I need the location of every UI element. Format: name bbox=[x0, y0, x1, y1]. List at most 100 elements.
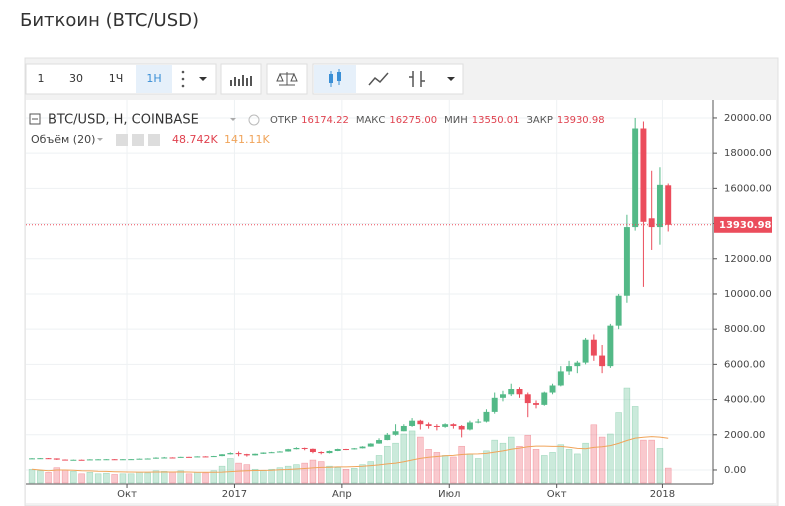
candle-body bbox=[607, 325, 614, 367]
volume-bar bbox=[549, 452, 556, 484]
volume-bar bbox=[524, 434, 531, 484]
y-tick-label: 16000.00 bbox=[724, 183, 772, 194]
volume-bar bbox=[483, 450, 490, 484]
volume-bar bbox=[590, 424, 598, 484]
volume-bar bbox=[574, 453, 581, 484]
volume-bar bbox=[210, 470, 218, 484]
candle-body bbox=[194, 456, 201, 458]
volume-bar bbox=[607, 433, 614, 484]
ohlc-value: 16275.00 bbox=[389, 115, 437, 126]
volume-bar bbox=[78, 473, 85, 484]
volume-bar bbox=[86, 472, 94, 484]
volume-bar bbox=[227, 458, 234, 484]
candle-body bbox=[442, 424, 449, 427]
candle-body bbox=[590, 339, 597, 356]
volume-bar bbox=[598, 436, 606, 484]
candle-body bbox=[384, 434, 391, 441]
menu-dot bbox=[181, 77, 185, 81]
plot: 0.00 2000.00 4000.00 6000.00 8000.00 10000.00… bbox=[26, 100, 772, 500]
legend: BTC/USD, H, COINBASE Объём (20) 48.742K … bbox=[29, 113, 270, 146]
area-icon[interactable] bbox=[368, 72, 389, 86]
page-title: Биткоин (BTC/USD) bbox=[20, 10, 199, 31]
x-tick-label: Окт bbox=[117, 489, 137, 500]
volume-bar bbox=[301, 462, 308, 484]
volume-ma-line bbox=[31, 436, 669, 473]
volume-bar bbox=[664, 467, 672, 484]
candle-body bbox=[144, 458, 151, 460]
candle-body bbox=[227, 453, 234, 455]
symbol-title: BTC/USD, H, COINBASE bbox=[48, 113, 199, 128]
candle-body bbox=[425, 424, 432, 426]
eye-icon[interactable] bbox=[116, 134, 128, 146]
volume-bar bbox=[309, 459, 317, 484]
toolbar: 1 30 1Ч 1Н bbox=[25, 63, 464, 95]
candle-body bbox=[566, 366, 573, 372]
settings-icon[interactable] bbox=[248, 114, 260, 126]
candle-body bbox=[400, 425, 407, 432]
indicators-button[interactable] bbox=[220, 63, 262, 95]
candle-body bbox=[70, 459, 77, 461]
x-tick-label: 2017 bbox=[222, 489, 247, 500]
ohlc-name: ЗАКР bbox=[526, 115, 552, 126]
candle-body bbox=[235, 453, 242, 455]
candle-body bbox=[615, 295, 622, 326]
volume-bar bbox=[631, 406, 639, 484]
active-interval bbox=[136, 65, 172, 93]
candle-body bbox=[491, 397, 498, 412]
candle-body bbox=[53, 458, 60, 460]
ohlc-name: МИН bbox=[444, 115, 468, 126]
y-tick-label: 20000.00 bbox=[724, 113, 772, 124]
candle-body bbox=[458, 425, 465, 430]
indicators-icon bbox=[230, 75, 252, 86]
candle-body bbox=[574, 362, 581, 367]
candle-body bbox=[475, 421, 482, 423]
volume-bar bbox=[450, 456, 457, 484]
x-tick-label: 2018 bbox=[650, 489, 675, 500]
volume-bar bbox=[127, 473, 135, 484]
candle-body bbox=[86, 459, 93, 461]
dropdown-arrow[interactable] bbox=[447, 77, 455, 81]
volume-bar bbox=[508, 436, 515, 484]
volume-bar bbox=[152, 470, 160, 484]
candle-body bbox=[351, 448, 358, 450]
volume-bar bbox=[45, 472, 52, 484]
volume-bar bbox=[293, 464, 300, 484]
last-price-tag-bg bbox=[714, 216, 772, 233]
dropdown-arrow[interactable] bbox=[199, 77, 207, 81]
candle-icon-body bbox=[329, 74, 333, 83]
candle-body bbox=[276, 451, 283, 453]
volume-bar bbox=[235, 462, 242, 484]
interval-button[interactable]: 30 bbox=[69, 72, 83, 85]
bars-icon[interactable] bbox=[409, 71, 425, 87]
volume-bar bbox=[359, 464, 366, 484]
settings-icon[interactable] bbox=[132, 134, 144, 146]
volume-bar bbox=[615, 412, 622, 484]
volume-bar bbox=[582, 442, 589, 484]
y-tick-label: 2000.00 bbox=[724, 430, 765, 441]
candle-body bbox=[210, 456, 217, 458]
candle-body bbox=[309, 448, 316, 453]
volume-bar bbox=[623, 387, 631, 484]
candle-body bbox=[557, 371, 564, 386]
close-icon[interactable] bbox=[148, 134, 160, 146]
volume-bar bbox=[169, 472, 176, 484]
candle-body bbox=[62, 459, 69, 461]
ohlc-value: 16174.22 bbox=[301, 115, 349, 126]
volume-bar bbox=[144, 472, 151, 484]
volume-bar bbox=[557, 444, 565, 484]
interval-button[interactable]: 1Ч bbox=[109, 72, 124, 85]
y-tick-label: 10000.00 bbox=[724, 289, 772, 300]
menu-dot[interactable] bbox=[181, 70, 185, 74]
volume-bar bbox=[202, 472, 209, 484]
volume-bar bbox=[37, 470, 44, 484]
volume-bar bbox=[61, 469, 69, 484]
interval-button[interactable]: 1Н bbox=[146, 72, 161, 85]
volume-bar bbox=[375, 455, 383, 484]
candle-body bbox=[219, 454, 226, 457]
interval-button[interactable]: 1 bbox=[38, 72, 45, 85]
candle-body bbox=[417, 420, 424, 425]
candle-body bbox=[376, 440, 383, 444]
dropdown-arrow bbox=[230, 118, 236, 121]
volume-bar bbox=[499, 442, 507, 484]
